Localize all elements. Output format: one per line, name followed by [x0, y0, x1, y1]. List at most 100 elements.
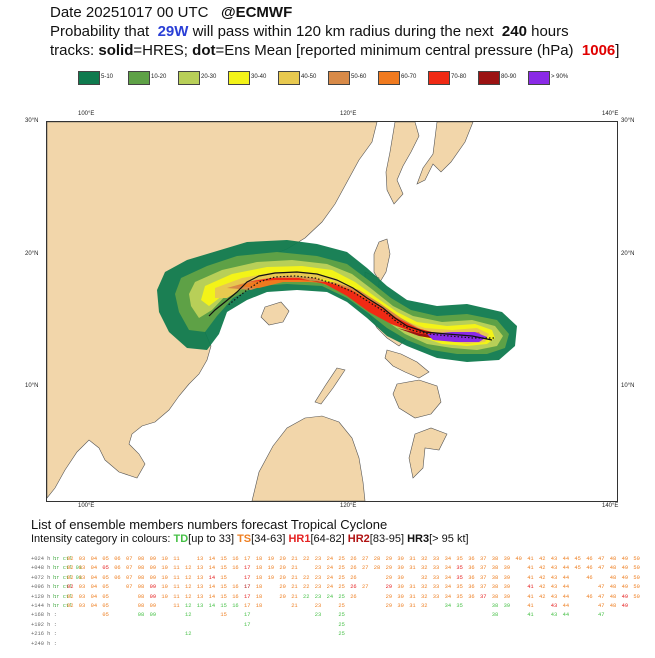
- ensemble-member-number: 15: [220, 574, 227, 581]
- ensemble-member-number: 33: [432, 584, 440, 591]
- ensemble-member-number: 21: [291, 565, 298, 572]
- ensemble-member-number: 42: [539, 574, 546, 581]
- ensemble-member-number: 35: [456, 565, 463, 572]
- ensemble-member-number: 13: [196, 574, 204, 581]
- ensemble-member-number: 15: [220, 584, 227, 591]
- asia-mainland: [47, 122, 378, 499]
- ensemble-member-number: 03: [78, 574, 86, 581]
- cat-hr3: HR3: [407, 533, 430, 545]
- ensemble-member-number: 15: [220, 612, 227, 619]
- header-line-3: tracks: solid=HRES; dot=Ens Mean [report…: [50, 41, 650, 60]
- ensemble-member-number: 09: [149, 565, 157, 572]
- ensemble-member-number: 37: [480, 574, 487, 581]
- hres-control-label: hr ctl: [53, 584, 73, 591]
- ensemble-member-number: 13: [196, 584, 204, 591]
- ensemble-member-number: 27: [362, 565, 369, 572]
- ensemble-member-number: 34: [444, 584, 452, 591]
- ensemble-member-number: 23: [314, 556, 322, 562]
- ensemble-member-number: 25: [338, 574, 345, 581]
- lon-label-bottom-120: 120°E: [340, 503, 357, 509]
- ensemble-member-number: 45: [574, 565, 581, 572]
- ensemble-member-number: 38: [491, 565, 499, 572]
- strike-probability-map: [46, 121, 618, 502]
- ensemble-member-number: 15: [220, 565, 227, 572]
- ensemble-member-number: 21: [291, 556, 298, 562]
- cat-hr2: HR2: [347, 533, 370, 545]
- ensemble-member-number: 43: [550, 602, 558, 609]
- ensemble-member-number: 37: [480, 593, 487, 600]
- ensemble-member-number: 46: [586, 593, 593, 600]
- ensemble-member-number: 30: [397, 556, 404, 562]
- prob-prefix: Probability that: [50, 23, 150, 40]
- dot-label: dot: [192, 42, 216, 59]
- ensemble-member-number: 46: [586, 556, 593, 562]
- hainan-island: [260, 301, 290, 326]
- ensemble-member-number: 09: [149, 574, 157, 581]
- ensemble-member-number: 11: [173, 602, 180, 609]
- close-bracket: ]: [615, 42, 620, 59]
- lon-label-bottom-140: 140°E: [602, 503, 619, 509]
- ensemble-member-number: 30: [397, 574, 404, 581]
- ensemble-member-number: 25: [338, 584, 345, 591]
- ensemble-member-number: 33: [432, 574, 440, 581]
- ensemble-member-number: 08: [137, 602, 145, 609]
- ensemble-member-number: 13: [196, 602, 204, 609]
- cat-td: TD: [173, 533, 189, 545]
- ensemble-member-number: 47: [598, 593, 605, 600]
- ensemble-member-number: 23: [314, 574, 322, 581]
- ensemble-member-number: 06: [114, 565, 121, 572]
- ensemble-member-number: 35: [456, 574, 463, 581]
- ensemble-member-number: 32: [421, 574, 428, 581]
- ensemble-member-number: 12: [185, 631, 192, 638]
- ensemble-member-number: 18: [255, 574, 263, 581]
- ensemble-member-number: 50: [633, 593, 640, 600]
- ensemble-member-number: 26: [350, 556, 357, 562]
- ensemble-member-number: 43: [550, 574, 558, 581]
- ensemble-member-number: 39: [503, 593, 511, 600]
- ensemble-member-number: 08: [137, 584, 145, 591]
- legend-swatch: [228, 71, 250, 85]
- lat-label-right-30: 30°N: [621, 118, 635, 124]
- ensemble-member-number: 34: [444, 565, 452, 572]
- ensemble-member-number: 44: [562, 593, 570, 600]
- legend-swatch: [78, 71, 100, 85]
- ensemble-member-number: 21: [291, 584, 298, 591]
- ensemble-member-number: 19: [267, 556, 275, 562]
- ensemble-member-number: 31: [409, 556, 416, 562]
- ensemble-member-number: 33: [432, 593, 440, 600]
- ensemble-member-number: 48: [609, 593, 617, 600]
- ensemble-member-number: 50: [633, 584, 640, 591]
- ensemble-row: +072 h :hr ctl 01 02 03 04 05 06 07 08 09 10 11 12 1…: [31, 574, 640, 583]
- ensemble-member-number: 19: [267, 565, 275, 572]
- ensemble-member-number: 48: [609, 556, 617, 562]
- ensemble-member-number: 07: [126, 556, 133, 562]
- legend-swatch: [328, 71, 350, 85]
- ensemble-member-number: 25: [338, 621, 345, 628]
- ensemble-member-number: 41: [527, 584, 534, 591]
- ensemble-member-number: 16: [232, 584, 239, 591]
- lead-time-label: +192 h :: [31, 621, 57, 628]
- cat-td-desc: [up to 33]: [188, 533, 235, 545]
- ensemble-member-number: 14: [208, 565, 216, 572]
- ensemble-member-number: 30: [397, 584, 404, 591]
- ensemble-member-number: 04: [90, 556, 98, 562]
- hours-suffix: hours: [531, 23, 569, 40]
- ensemble-member-number: 17: [244, 612, 251, 619]
- ensemble-member-number: 17: [244, 602, 251, 609]
- cat-hr2-desc: [83-95]: [369, 533, 405, 545]
- ensemble-member-number: 10: [161, 556, 168, 562]
- ensemble-member-number: 49: [621, 593, 629, 600]
- ensemble-member-number: 25: [338, 593, 345, 600]
- ensemble-member-number: 12: [185, 574, 192, 581]
- ensemble-member-number: 15: [220, 556, 227, 562]
- ensemble-member-number: 02: [67, 593, 74, 600]
- ensemble-member-number: 30: [397, 565, 404, 572]
- ensemble-member-number: 04: [90, 565, 98, 572]
- lon-label-top-120: 120°E: [340, 111, 357, 117]
- ensemble-row: +096 h :hr ctl 02 03 04 05 07 08 09 10 11 12 13 14 15…: [31, 583, 640, 592]
- ensemble-member-number: 34: [444, 602, 452, 609]
- ensemble-member-number: 38: [491, 574, 499, 581]
- solid-label: solid: [98, 42, 134, 59]
- ensemble-member-number: 05: [102, 574, 109, 581]
- ensemble-member-number: 49: [621, 556, 629, 562]
